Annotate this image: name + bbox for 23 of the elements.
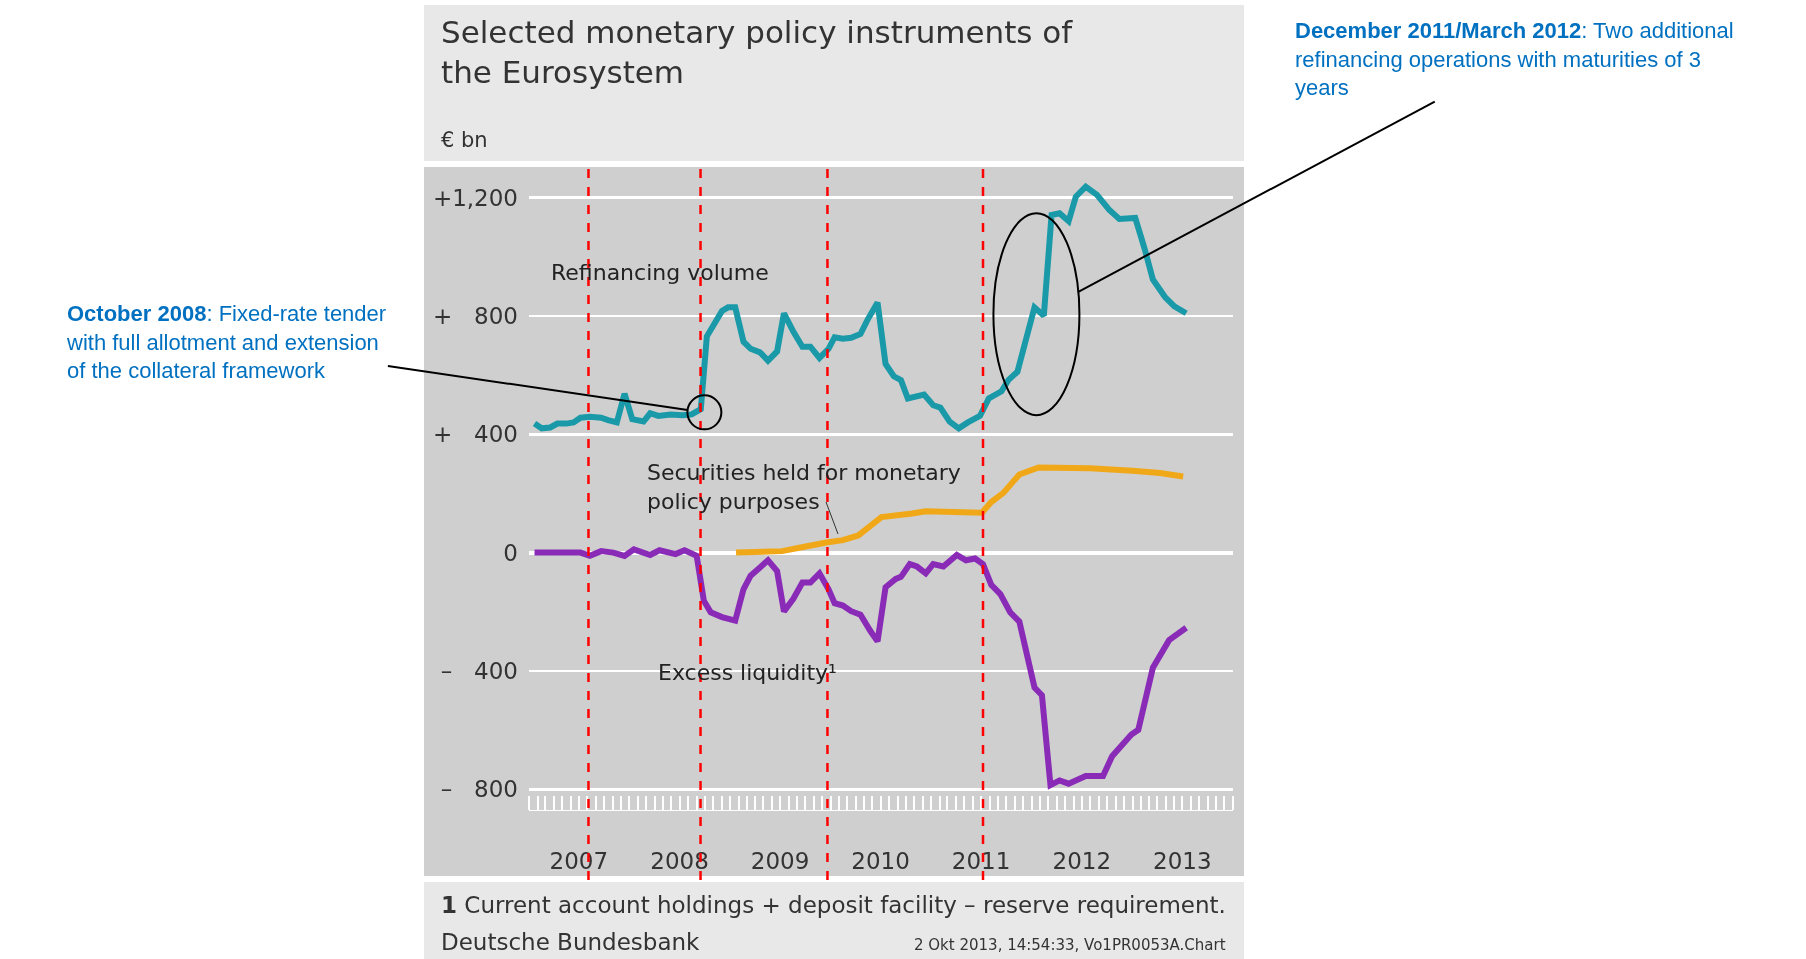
- x-tick-label: 2012: [1052, 847, 1112, 874]
- y-tick-label: + 400: [432, 421, 518, 448]
- y-tick-label: +1,200: [432, 184, 518, 211]
- y-tick-label: – 800: [440, 776, 518, 803]
- text: Excess liquidity¹: [658, 660, 837, 685]
- x-tick-label: 2007: [549, 847, 609, 874]
- x-tick-label: 2008: [650, 847, 709, 874]
- chart-title: Selected monetary policy instruments of the Eurosystem: [441, 14, 1074, 91]
- text: 1 Current account holdings + deposit facility – reserve requirement.: [441, 892, 1226, 918]
- x-tick-label: 2010: [851, 847, 910, 874]
- series-label: Refinancing volume: [551, 260, 769, 285]
- x-tick-label: 2009: [750, 847, 810, 874]
- y-tick-label: 0: [503, 539, 518, 566]
- series-label: Securities held for monetary policy purposes: [647, 460, 961, 514]
- annotation: October 2008: Fixed-rate tender with full allotment and extension of the collateral framework: [66, 301, 387, 384]
- text: Deutsche Bundesbank: [441, 929, 701, 955]
- chart-subtitle: € bn: [441, 128, 488, 152]
- text: 2 Okt 2013, 14:54:33, Vo1PR0053A.Chart: [914, 936, 1226, 954]
- x-tick-label: 2011: [951, 847, 1011, 874]
- annotation: December 2011/March 2012: Two additional refinancing operations with maturities of 3 years: [1295, 18, 1734, 101]
- y-tick-label: – 400: [440, 658, 518, 684]
- y-tick-label: + 800: [432, 302, 518, 329]
- x-tick-label: 2013: [1153, 847, 1212, 874]
